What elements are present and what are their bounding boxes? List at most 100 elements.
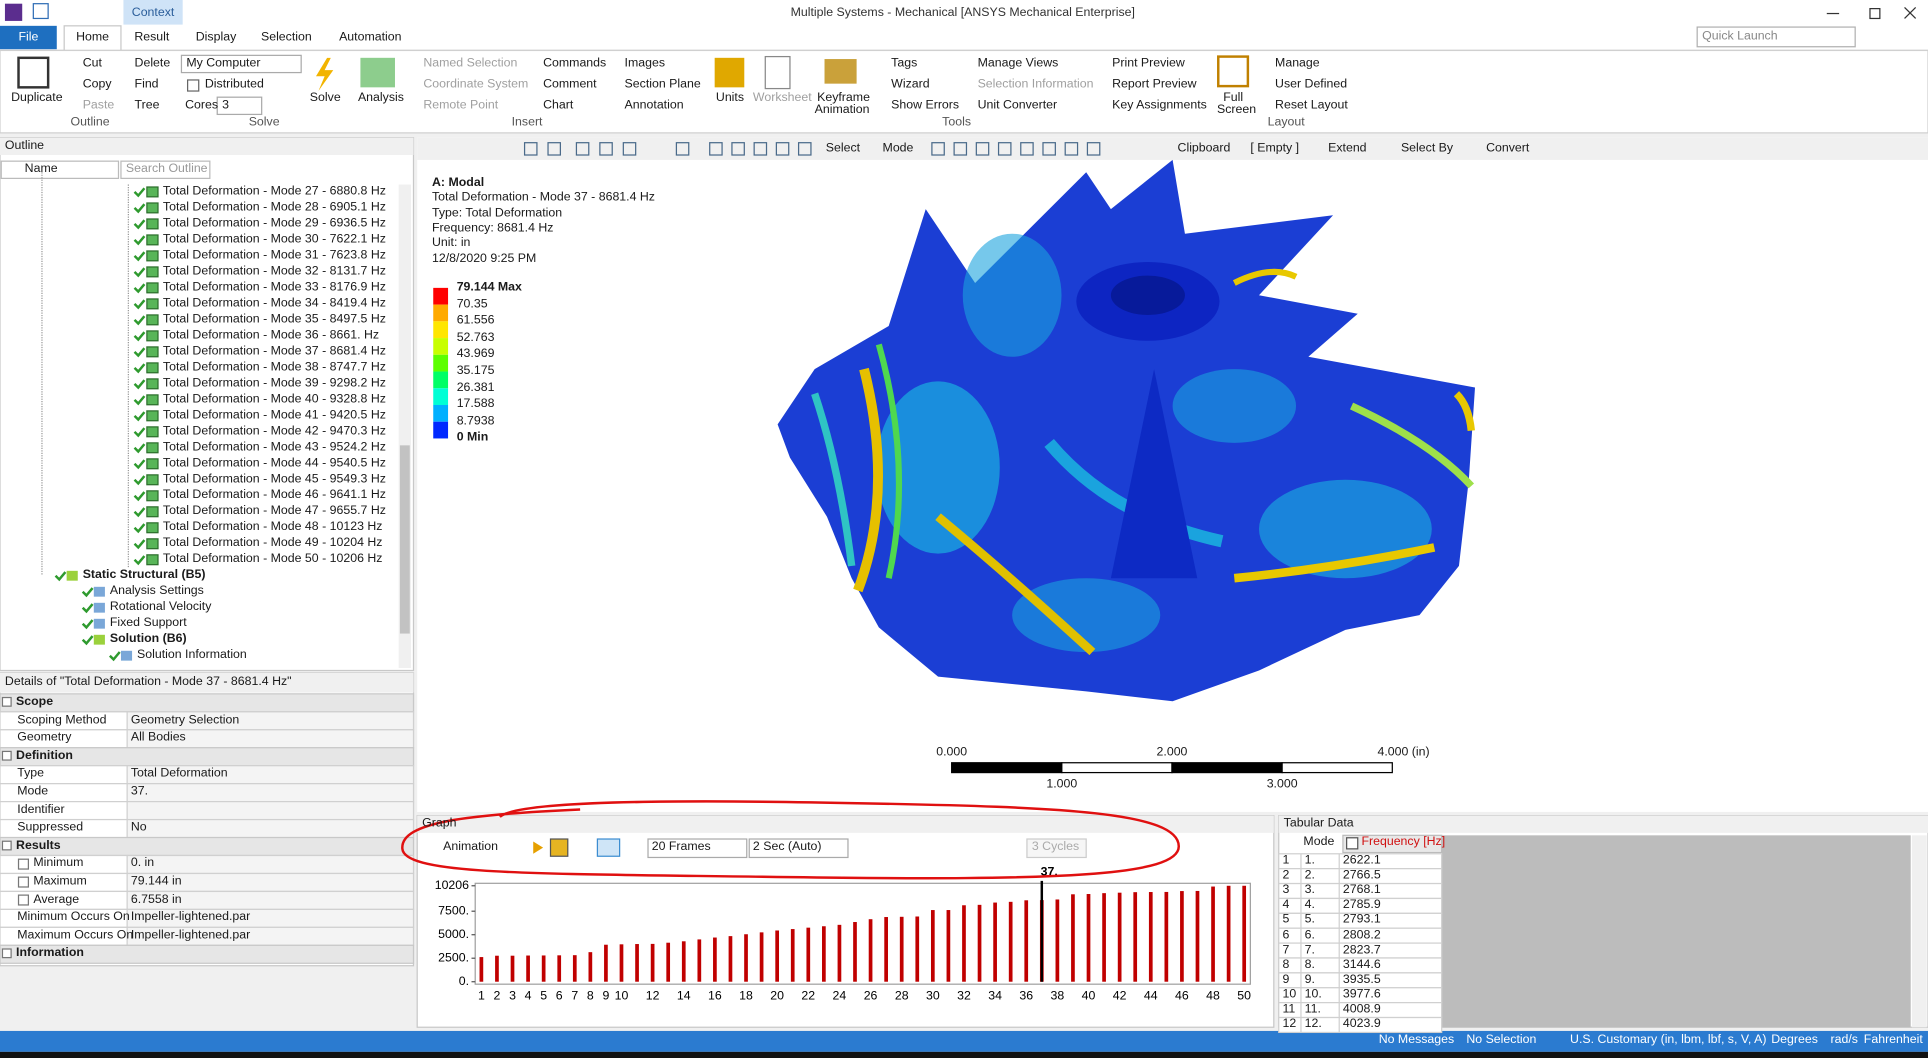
column-header[interactable]: Frequency [Hz]: [1361, 835, 1446, 849]
ribbon-button[interactable]: Reset Layout: [1275, 98, 1348, 112]
ribbon-button[interactable]: Show Errors: [891, 98, 960, 112]
tree-item[interactable]: Total Deformation - Mode 44 - 9540.5 Hz: [162, 456, 386, 470]
ribbon-button[interactable]: Report Preview: [1112, 77, 1197, 92]
home-tab[interactable]: [63, 25, 122, 52]
ribbon-tab[interactable]: File: [18, 30, 39, 45]
toolbar-button[interactable]: Mode: [882, 141, 914, 156]
tree-item[interactable]: Total Deformation - Mode 34 - 8419.4 Hz: [162, 296, 386, 311]
tree-item[interactable]: Total Deformation - Mode 37 - 8681.4 Hz: [162, 344, 386, 358]
frequency-header-cell[interactable]: [1342, 834, 1443, 854]
computer-dropdown[interactable]: [180, 54, 302, 74]
ribbon-button[interactable]: Print Preview: [1112, 56, 1185, 71]
dropdown-value[interactable]: 20 Frames: [651, 840, 711, 854]
tree-item[interactable]: Fixed Support: [109, 616, 187, 630]
ribbon-button[interactable]: Solve: [309, 91, 341, 105]
section-name[interactable]: Definition: [16, 748, 73, 763]
save-icon[interactable]: [32, 3, 49, 20]
tree-item[interactable]: Total Deformation - Mode 38 - 8747.7 Hz: [162, 360, 386, 374]
frequency-checkbox[interactable]: [1346, 837, 1359, 850]
dropdown-value[interactable]: 2 Sec (Auto): [752, 840, 822, 854]
tree-item[interactable]: Total Deformation - Mode 43 - 9524.2 Hz: [162, 440, 386, 454]
solve-icon[interactable]: [315, 57, 334, 92]
tree-item[interactable]: Total Deformation - Mode 41 - 9420.5 Hz: [162, 408, 386, 422]
tree-item[interactable]: Total Deformation - Mode 39 - 9298.2 Hz: [162, 376, 386, 390]
ribbon-button[interactable]: Cores: [185, 98, 219, 112]
section-name[interactable]: Information: [16, 946, 84, 961]
tree-item[interactable]: Total Deformation - Mode 33 - 8176.9 Hz: [162, 280, 386, 295]
ribbon-button[interactable]: Comment: [543, 77, 597, 92]
file-tab[interactable]: [0, 25, 57, 50]
tree-item[interactable]: Total Deformation - Mode 48 - 10123 Hz: [162, 520, 383, 534]
ribbon-button[interactable]: Unit Converter: [977, 98, 1058, 112]
ribbon-tab[interactable]: Selection: [260, 30, 312, 45]
context-tab-label[interactable]: Context: [131, 6, 175, 20]
tree-item[interactable]: Solution (B6): [109, 632, 187, 646]
ribbon-button[interactable]: Section Plane: [624, 77, 701, 92]
ribbon-button[interactable]: Tags: [891, 56, 918, 71]
ribbon-button[interactable]: Manage Views: [977, 56, 1059, 71]
ribbon-button[interactable]: Commands: [543, 56, 607, 71]
tree-item[interactable]: Analysis Settings: [109, 584, 204, 598]
tree-item[interactable]: Total Deformation - Mode 45 - 9549.3 Hz: [162, 472, 386, 486]
ribbon-button[interactable]: Duplicate: [11, 91, 63, 105]
fullscreen-icon[interactable]: [1217, 55, 1250, 88]
tree-item[interactable]: Total Deformation - Mode 31 - 7623.8 Hz: [162, 248, 386, 263]
section-name[interactable]: Results: [16, 838, 61, 853]
ribbon-button[interactable]: Keyframe: [817, 91, 870, 105]
ribbon-button[interactable]: Units: [715, 91, 745, 105]
ribbon-button[interactable]: Copy: [82, 77, 112, 92]
tree-item[interactable]: Total Deformation - Mode 29 - 6936.5 Hz: [162, 216, 386, 231]
duplicate-icon[interactable]: [17, 56, 50, 89]
ribbon-button[interactable]: Manage: [1275, 56, 1320, 71]
ribbon-button[interactable]: 3: [222, 98, 230, 112]
units-icon[interactable]: [714, 57, 745, 88]
ribbon-button[interactable]: Images: [624, 56, 666, 71]
search-box[interactable]: [120, 160, 211, 179]
tree-item[interactable]: Total Deformation - Mode 42 - 9470.3 Hz: [162, 424, 386, 438]
search-placeholder[interactable]: Search Outline: [125, 162, 208, 176]
ribbon-button[interactable]: Key Assignments: [1112, 98, 1207, 112]
ribbon-tab[interactable]: Result: [134, 30, 170, 45]
analysis-icon[interactable]: [360, 57, 395, 88]
ribbon-tab[interactable]: Home: [76, 30, 110, 45]
toolbar-button[interactable]: Convert: [1486, 141, 1530, 156]
distributed-checkbox[interactable]: [186, 79, 200, 92]
tree-item[interactable]: Rotational Velocity: [109, 600, 212, 614]
toolbar-button[interactable]: Select By: [1400, 141, 1454, 156]
tree-item[interactable]: Total Deformation - Mode 47 - 9655.7 Hz: [162, 504, 386, 518]
ribbon-button[interactable]: My Computer: [186, 56, 261, 71]
ribbon-button[interactable]: Screen: [1217, 103, 1257, 117]
tree-item[interactable]: Total Deformation - Mode 28 - 6905.1 Hz: [162, 200, 386, 215]
ribbon-button[interactable]: Distributed: [204, 77, 264, 92]
outline-scroll-thumb[interactable]: [399, 445, 410, 634]
ribbon-button[interactable]: Cut: [82, 56, 102, 71]
ribbon-button[interactable]: Chart: [543, 98, 574, 112]
ribbon-button[interactable]: Analysis: [357, 91, 404, 105]
ribbon-button[interactable]: Find: [134, 77, 159, 92]
stop-button[interactable]: [549, 838, 569, 857]
ribbon-button[interactable]: User Defined: [1275, 77, 1348, 92]
tree-item[interactable]: Total Deformation - Mode 40 - 9328.8 Hz: [162, 392, 386, 406]
tabular-scrollbar[interactable]: [1911, 835, 1927, 1028]
tree-item[interactable]: Total Deformation - Mode 32 - 8131.7 Hz: [162, 264, 386, 279]
ribbon-button[interactable]: Animation: [814, 103, 870, 117]
ribbon-button[interactable]: Wizard: [891, 77, 930, 92]
tree-item[interactable]: Total Deformation - Mode 50 - 10206 Hz: [162, 552, 383, 566]
tree-item[interactable]: Total Deformation - Mode 46 - 9641.1 Hz: [162, 488, 386, 502]
ribbon-tab[interactable]: Display: [195, 30, 237, 45]
tree-item[interactable]: Static Structural (B5): [82, 568, 206, 582]
ribbon-button[interactable]: Delete: [134, 56, 171, 71]
ribbon-button[interactable]: Annotation: [624, 98, 684, 112]
restore[interactable]: [1869, 7, 1881, 20]
section-name[interactable]: Scope: [16, 695, 54, 709]
frame-mode-button[interactable]: [596, 838, 621, 857]
cores-box[interactable]: [216, 96, 263, 116]
quick-launch[interactable]: Quick Launch: [1702, 29, 1778, 44]
keyframe-icon[interactable]: [824, 59, 857, 84]
ribbon-button[interactable]: Full: [1223, 91, 1244, 105]
ribbon-button[interactable]: Tree: [134, 98, 160, 112]
tree-item[interactable]: Total Deformation - Mode 35 - 8497.5 Hz: [162, 312, 386, 327]
toolbar-button[interactable]: Select: [825, 141, 861, 156]
close[interactable]: [1904, 6, 1917, 19]
tree-item[interactable]: Solution Information: [137, 648, 247, 662]
